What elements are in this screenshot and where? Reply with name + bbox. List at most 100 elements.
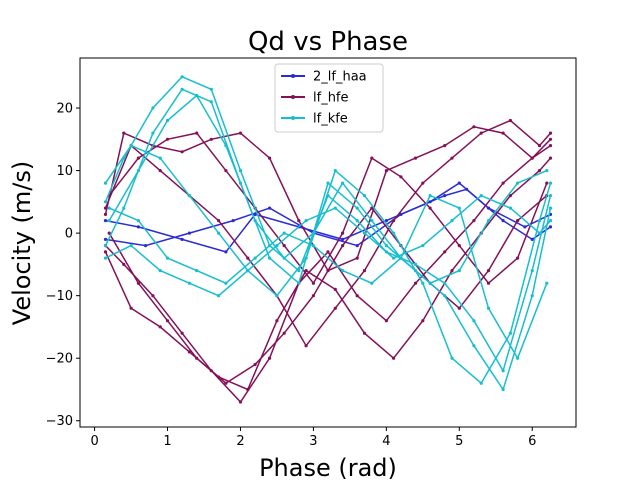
data-point-lf_kfe [217,231,221,235]
data-point-lf_hfe [501,181,505,185]
data-point-lf_kfe [537,219,542,223]
data-point-lf_kfe [151,106,155,110]
series-line-lf_kfe-trace-4 [108,94,548,285]
data-point-lf_hfe [384,169,388,173]
data-point-lf_kfe [450,356,454,360]
data-point-lf_hfe [428,206,432,210]
data-point-lf_hfe [122,131,126,135]
x-tick-label: 4 [382,434,390,449]
data-point-lf_kfe [158,156,162,160]
data-point-lf_kfe [224,144,228,148]
data-point-lf_kfe [421,281,425,285]
legend-label-lf_hfe: lf_hfe [313,91,349,106]
data-point-lf_kfe [479,194,483,198]
x-tick-label: 2 [236,434,244,449]
data-point-lf_hfe [246,256,250,260]
data-point-lf_hfe [103,206,108,210]
data-point-lf_kfe [180,75,184,79]
series-line-lf_kfe-trace-3 [105,194,552,297]
data-point-lf_kfe [362,231,367,235]
data-point-lf_kfe [530,269,534,273]
y-tick-label: 10 [56,164,73,179]
data-point-lf_hfe [508,194,512,198]
data-point-lf_kfe [457,269,461,273]
data-point-lf_hfe [392,356,396,360]
data-point-lf_hfe [421,181,425,185]
data-point-lf_hfe [516,219,520,223]
legend-marker-2_lf_haa [291,74,295,78]
data-point-lf_hfe [457,244,461,248]
data-point-lf_hfe [399,175,403,179]
data-point-lf_kfe [311,231,315,235]
data-point-lf_hfe [362,331,367,335]
data-point-lf_kfe [501,387,505,392]
data-point-lf_kfe [297,281,301,285]
data-point-lf_hfe [355,256,359,260]
data-point-2_lf_haa [103,237,108,241]
x-axis-label: Phase (rad) [259,454,397,480]
data-point-2_lf_haa [399,212,403,216]
data-point-lf_kfe [413,262,418,266]
data-point-lf_hfe [548,137,553,141]
data-point-lf_hfe [479,131,483,135]
data-point-2_lf_haa [443,194,447,198]
data-point-lf_hfe [304,344,308,348]
data-point-lf_kfe [399,256,403,260]
x-tick-label: 0 [90,434,98,449]
data-point-2_lf_haa [103,219,108,223]
data-point-lf_hfe [103,212,108,216]
data-point-lf_hfe [537,144,542,148]
data-point-lf_kfe [530,294,534,298]
legend-label-2_lf_haa: 2_lf_haa [313,70,367,85]
data-point-lf_hfe [180,331,184,335]
data-point-lf_kfe [165,118,170,123]
data-point-2_lf_haa [224,250,228,254]
data-point-lf_kfe [355,206,359,210]
data-point-lf_hfe [443,250,447,254]
data-point-lf_hfe [384,319,388,323]
x-axis-ticks: 0 1 2 3 4 5 6 [90,427,536,449]
data-point-lf_hfe [238,400,243,404]
data-point-2_lf_haa [457,181,461,185]
data-point-lf_hfe [129,306,133,310]
data-point-2_lf_haa [384,219,388,223]
data-point-lf_hfe [392,219,396,223]
data-point-lf_kfe [443,281,447,285]
data-point-lf_hfe [268,156,272,160]
data-point-lf_hfe [413,156,418,160]
series-traces [103,75,553,404]
data-point-lf_kfe [158,269,162,273]
data-point-lf_kfe [129,144,133,148]
y-axis-ticks: −30 −20 −10 0 10 20 [46,102,80,429]
y-axis-label: Velocity (m/s) [8,161,36,325]
data-point-lf_kfe [282,231,286,235]
data-point-lf_kfe [136,169,140,173]
data-point-lf_kfe [238,169,243,173]
data-point-lf_hfe [275,319,279,323]
data-point-lf_hfe [282,331,286,335]
data-point-lf_kfe [282,256,286,260]
data-point-lf_kfe [355,219,359,223]
x-tick-label: 1 [163,434,171,449]
data-point-lf_hfe [537,169,542,173]
data-point-2_lf_haa [530,237,534,241]
data-point-2_lf_haa [341,237,345,241]
data-point-lf_hfe [282,244,286,248]
data-point-lf_kfe [486,219,491,223]
data-point-lf_kfe [472,344,476,348]
y-tick-label: −20 [46,352,73,367]
data-point-lf_kfe [180,87,184,91]
data-point-lf_kfe [103,256,108,260]
data-point-lf_hfe [209,137,213,141]
x-tick-label: 5 [455,434,463,449]
data-point-lf_kfe [217,294,221,298]
data-point-lf_kfe [450,219,454,223]
data-point-lf_hfe [443,144,447,148]
data-point-lf_kfe [107,206,111,210]
data-point-lf_hfe [450,156,454,160]
data-point-lf_hfe [246,387,250,392]
data-point-lf_kfe [195,93,199,98]
data-point-lf_hfe [180,150,184,154]
data-point-lf_hfe [122,262,126,266]
